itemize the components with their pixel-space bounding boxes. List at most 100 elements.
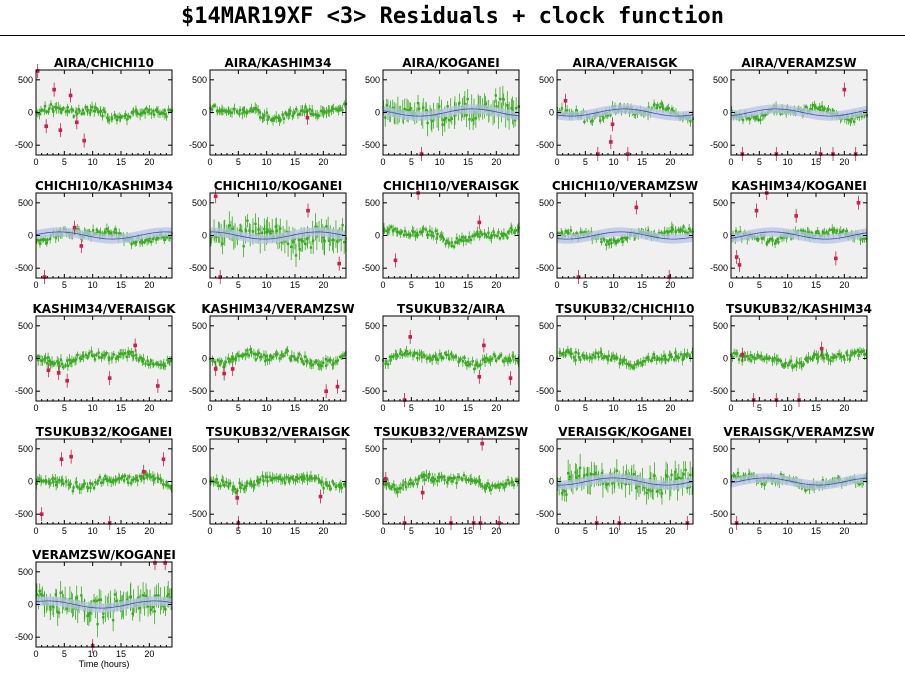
residual-point <box>506 478 510 482</box>
residual-point <box>810 108 814 111</box>
residual-point <box>119 116 122 120</box>
residual-point <box>264 355 268 358</box>
residual-point <box>140 357 143 360</box>
residual-point <box>445 239 449 242</box>
x-tick-label: 0 <box>728 157 733 167</box>
residual-point <box>613 239 617 243</box>
residual-point <box>334 360 338 364</box>
residual-points <box>382 222 520 250</box>
residual-point <box>297 238 300 241</box>
residual-point <box>293 111 296 114</box>
x-tick-label: 0 <box>554 526 559 536</box>
residual-point <box>130 350 133 354</box>
residual-point <box>123 114 126 118</box>
residual-point <box>315 476 318 479</box>
residual-point <box>41 594 44 598</box>
outlier-point <box>480 441 484 446</box>
residual-point <box>302 362 306 366</box>
residual-point <box>483 360 487 363</box>
residual-point <box>579 358 582 361</box>
residual-point <box>442 356 445 360</box>
residual-point <box>294 357 297 361</box>
residual-point <box>667 230 671 234</box>
outlier-point <box>393 258 398 263</box>
residual-point <box>302 476 305 479</box>
residual-point <box>275 229 278 233</box>
y-tick-label: 0 <box>549 231 554 241</box>
residual-point <box>71 489 75 493</box>
residual-point <box>570 352 573 355</box>
residual-point <box>446 481 449 484</box>
residual-point <box>407 482 410 486</box>
residual-point <box>447 242 451 245</box>
residual-point <box>295 108 298 111</box>
residual-point <box>145 473 148 477</box>
residual-point <box>46 238 49 241</box>
residual-point <box>467 360 470 364</box>
residual-point <box>215 235 218 239</box>
residual-point <box>497 356 500 360</box>
residual-point <box>577 474 581 478</box>
residual-point <box>753 357 756 360</box>
residual-point <box>223 109 227 112</box>
residual-point <box>301 477 304 481</box>
residual-point <box>629 364 632 367</box>
residual-point <box>135 356 138 360</box>
residual-point <box>575 476 578 479</box>
residual-point <box>593 471 597 475</box>
x-tick-label: 5 <box>62 526 67 536</box>
outlier-point <box>734 255 739 259</box>
residual-point <box>132 110 135 113</box>
residual-point <box>382 227 386 230</box>
outlier-point <box>818 152 823 156</box>
residual-point <box>142 110 146 113</box>
residual-point <box>823 232 826 235</box>
residual-point <box>152 113 156 116</box>
y-tick-label: 0 <box>549 354 554 364</box>
residual-point <box>856 349 860 352</box>
residual-point <box>47 480 50 483</box>
residual-point <box>296 113 300 116</box>
residual-point <box>625 362 628 365</box>
residual-point <box>300 475 303 479</box>
residual-point <box>417 107 421 111</box>
clock-function-line <box>730 477 868 486</box>
residual-point <box>93 358 97 361</box>
residual-point <box>168 359 172 363</box>
residual-point <box>805 357 808 360</box>
residual-point <box>765 242 768 245</box>
residual-point <box>324 364 328 367</box>
residual-point <box>332 482 335 486</box>
residual-point <box>38 242 42 245</box>
residual-point <box>761 357 765 361</box>
y-tick-label: 0 <box>28 231 33 241</box>
residual-point <box>40 479 43 483</box>
outlier-point <box>842 87 847 92</box>
residual-point <box>157 363 160 366</box>
residual-point <box>76 485 79 489</box>
residual-point <box>645 491 648 495</box>
residual-point <box>610 355 614 359</box>
residual-point <box>77 108 81 111</box>
residual-point <box>513 119 517 122</box>
residual-point <box>495 485 498 488</box>
residual-point <box>581 354 584 357</box>
residual-point <box>69 361 73 365</box>
residual-point <box>783 364 786 368</box>
residual-point <box>733 474 736 478</box>
residual-point <box>506 104 509 107</box>
clock-function-band <box>731 473 867 490</box>
residual-point <box>81 485 84 488</box>
residual-point <box>234 491 238 494</box>
residual-point <box>99 110 102 113</box>
residual-point <box>122 479 126 482</box>
residual-point <box>498 237 502 240</box>
outlier-point <box>610 122 615 127</box>
residual-point <box>45 241 49 245</box>
residual-point <box>791 366 794 369</box>
residual-point <box>851 351 855 355</box>
residual-point <box>72 358 75 362</box>
residual-point <box>504 357 508 360</box>
residual-points <box>209 470 347 498</box>
residual-point <box>303 110 306 114</box>
